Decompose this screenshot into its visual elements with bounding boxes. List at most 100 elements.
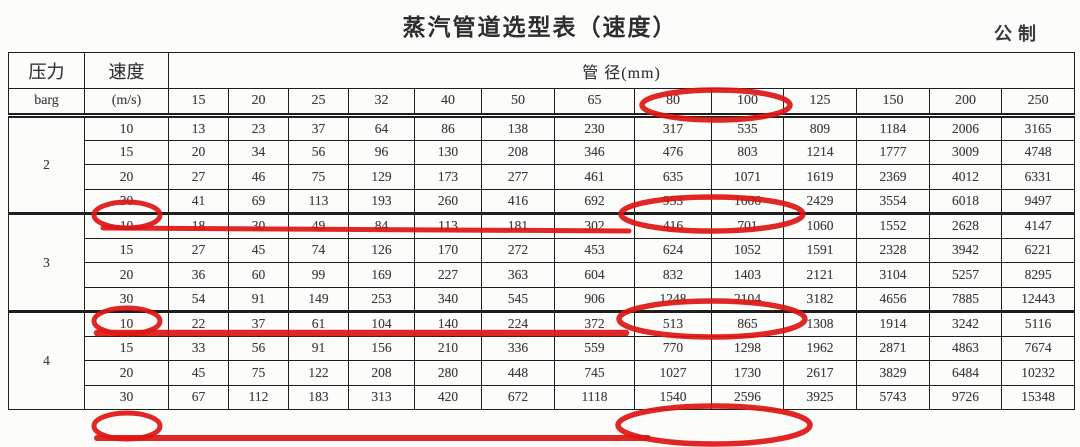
pipe-size-header: 250 [1000,88,1076,118]
flow-value-cell: 3165 [1000,114,1076,141]
pipe-size-header: 15 [168,88,229,118]
flow-value-cell: 56 [228,335,289,361]
flow-value-cell: 183 [288,384,349,410]
flow-value-cell: 4748 [1000,139,1076,165]
flow-value-cell: 170 [414,237,482,263]
flow-value-cell: 99 [288,262,349,288]
flow-value-cell: 3554 [856,188,930,214]
flow-value-cell: 6484 [929,360,1002,386]
velocity-cell: 15 [84,335,169,361]
flow-value-cell: 75 [228,360,289,386]
flow-value-cell: 156 [348,335,415,361]
flow-value-cell: 1619 [783,164,857,190]
flow-value-cell: 1184 [856,114,930,141]
flow-value-cell: 4656 [856,286,930,312]
flow-value-cell: 865 [711,310,784,337]
pipe-size-header: 100 [711,88,784,118]
flow-value-cell: 2104 [711,286,784,312]
flow-value-cell: 635 [634,164,712,190]
flow-value-cell: 86 [414,114,482,141]
flow-value-cell: 302 [554,212,635,239]
flow-value-cell: 1730 [711,360,784,386]
flow-value-cell: 60 [228,262,289,288]
flow-value-cell: 2328 [856,237,930,263]
flow-value-cell: 9497 [1000,188,1076,214]
flow-value-cell: 3829 [856,360,930,386]
flow-value-cell: 2596 [711,384,784,410]
pipe-size-header: 25 [288,88,349,118]
flow-value-cell: 2429 [783,188,857,214]
flow-value-cell: 30 [228,212,289,239]
flow-value-cell: 56 [288,139,349,165]
circle-velocity-30-pressure4 [91,410,163,442]
flow-value-cell: 173 [414,164,482,190]
pipe-size-header: 150 [856,88,930,118]
flow-value-cell: 416 [634,212,712,239]
flow-value-cell: 745 [554,360,635,386]
table-row: 4 10 22 37 61 104 140 224 372 513 865 1308 1914 3242 5… [8,310,1076,410]
flow-value-cell: 1962 [783,335,857,361]
table-row: 15 20 34 56 96 130 208 346 476 803 1214 1777 3009 474… [9,139,1076,165]
flow-value-cell: 126 [348,237,415,263]
pipe-size-header: 80 [634,88,712,118]
flow-value-cell: 277 [481,164,555,190]
flow-value-cell: 45 [228,237,289,263]
flow-value-cell: 5116 [1000,310,1076,337]
flow-value-cell: 336 [481,335,555,361]
pressure-unit-label: barg [8,88,85,118]
flow-value-cell: 317 [634,114,712,141]
flow-value-cell: 9726 [929,384,1002,410]
flow-value-cell: 122 [288,360,349,386]
flow-value-cell: 1248 [634,286,712,312]
flow-value-cell: 54 [168,286,229,312]
flow-value-cell: 1777 [856,139,930,165]
flow-value-cell: 27 [168,237,229,263]
flow-value-cell: 22 [168,310,229,337]
flow-value-cell: 1914 [856,310,930,337]
flow-value-cell: 69 [228,188,289,214]
table-row: 15 33 56 91 156 210 336 559 770 1298 1962 2871 4863 7… [9,335,1076,361]
flow-value-cell: 559 [554,335,635,361]
pipe-size-header: 40 [414,88,482,118]
flow-value-cell: 770 [634,335,712,361]
table-row: 15 27 45 74 126 170 272 453 624 1052 1591 2328 3942 6… [9,237,1076,263]
velocity-cell: 10 [84,212,169,239]
flow-value-cell: 416 [481,188,555,214]
flow-value-cell: 1308 [783,310,857,337]
pipe-size-header: 65 [554,88,635,118]
flow-value-cell: 112 [228,384,289,410]
table-row: 20 36 60 99 169 227 363 604 832 1403 2121 3104 5257 8… [9,262,1076,288]
flow-value-cell: 37 [228,310,289,337]
pipe-size-header: 20 [228,88,289,118]
flow-value-cell: 260 [414,188,482,214]
flow-value-cell: 208 [348,360,415,386]
flow-value-cell: 12443 [1000,286,1076,312]
flow-value-cell: 208 [481,139,555,165]
flow-value-cell: 624 [634,237,712,263]
flow-value-cell: 832 [634,262,712,288]
flow-value-cell: 448 [481,360,555,386]
flow-value-cell: 75 [288,164,349,190]
flow-value-cell: 84 [348,212,415,239]
pressure-header: 压力 [8,52,85,89]
pressure-cell: 4 [8,310,85,410]
flow-value-cell: 280 [414,360,482,386]
flow-value-cell: 6221 [1000,237,1076,263]
flow-value-cell: 6331 [1000,164,1076,190]
flow-value-cell: 272 [481,237,555,263]
flow-value-cell: 104 [348,310,415,337]
flow-value-cell: 74 [288,237,349,263]
flow-value-cell: 61 [288,310,349,337]
flow-value-cell: 7885 [929,286,1002,312]
pipe-size-header: 50 [481,88,555,118]
table-row: 30 67 112 183 313 420 672 1118 1540 2596 3925 5743 9… [9,384,1076,410]
table-row: 30 54 91 149 253 340 545 906 1248 2104 3182 4656 788… [9,286,1076,312]
flow-value-cell: 3104 [856,262,930,288]
flow-value-cell: 1591 [783,237,857,263]
pressure-cell: 2 [8,114,85,214]
flow-value-cell: 36 [168,262,229,288]
flow-value-cell: 181 [481,212,555,239]
flow-value-cell: 5743 [856,384,930,410]
pipe-size-header: 32 [348,88,415,118]
